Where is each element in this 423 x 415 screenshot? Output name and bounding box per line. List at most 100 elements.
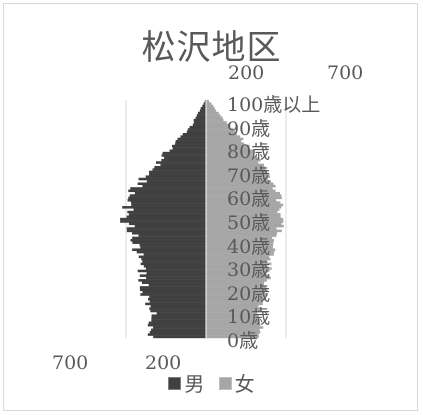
female-bar — [206, 321, 261, 325]
age-label: 20歳 — [227, 282, 271, 305]
male-bar — [139, 288, 206, 292]
female-bar — [206, 158, 261, 162]
male-bar — [195, 116, 206, 120]
male-bar — [139, 286, 206, 289]
male-bar — [149, 300, 206, 303]
male-bar — [143, 264, 206, 268]
legend-label-male: 男 — [184, 372, 205, 396]
male-bar — [149, 295, 206, 299]
male-bar — [133, 208, 206, 211]
male-bar — [139, 243, 206, 247]
male-bar — [203, 102, 206, 105]
female-bar — [206, 234, 277, 237]
male-bar — [128, 189, 206, 193]
male-bar — [143, 253, 206, 256]
male-bar — [134, 191, 206, 195]
male-bar — [127, 198, 206, 202]
male-bar — [146, 276, 206, 280]
female-bar — [206, 116, 223, 120]
female-bar — [206, 250, 275, 254]
female-bar — [206, 163, 264, 167]
male-bar — [126, 227, 206, 230]
female-bar — [206, 217, 284, 221]
male-bar — [161, 158, 206, 162]
male-bar — [138, 255, 206, 259]
male-bar — [141, 281, 206, 285]
female-bar — [206, 194, 282, 197]
male-bar — [120, 220, 206, 223]
female-bar — [206, 272, 267, 275]
male-bar — [192, 123, 206, 127]
male-bar — [189, 125, 206, 129]
female-bar — [206, 215, 281, 219]
female-bar — [206, 107, 215, 110]
male-bar — [127, 210, 206, 214]
male-bar — [132, 236, 206, 240]
female-bar — [206, 201, 281, 204]
age-label: 10歳 — [227, 306, 271, 329]
age-label: 40歳 — [227, 235, 271, 258]
male-bar — [193, 118, 206, 122]
female-bar — [206, 165, 265, 169]
age-label: 100歳以上 — [227, 94, 321, 117]
female-bar — [206, 170, 267, 174]
age-label: 90歳 — [227, 117, 271, 140]
male-bar — [204, 100, 206, 103]
female-bar — [206, 140, 242, 143]
age-label: 50歳 — [227, 212, 271, 234]
male-bar — [154, 165, 206, 169]
female-bar — [206, 243, 274, 247]
male-bar — [138, 279, 206, 282]
male-bar — [151, 316, 206, 320]
female-bar — [206, 286, 267, 289]
male-bar — [196, 114, 206, 117]
male-bar — [132, 241, 206, 244]
male-bar — [145, 267, 206, 270]
female-bar — [206, 168, 266, 171]
male-bar — [128, 222, 206, 226]
legend-label-female: 女 — [234, 372, 255, 396]
female-bar — [206, 147, 249, 150]
male-bar — [164, 156, 206, 160]
female-bar — [206, 111, 219, 115]
female-bar — [206, 297, 266, 301]
female-bar — [206, 142, 245, 145]
male-bar — [146, 180, 206, 183]
male-bar — [177, 137, 206, 141]
female-bar — [206, 293, 268, 296]
female-bar — [206, 241, 274, 244]
male-bar — [148, 283, 206, 287]
male-bar — [156, 161, 206, 164]
female-bar — [206, 161, 259, 164]
female-bar — [206, 227, 277, 230]
male-bar — [145, 175, 206, 178]
male-bar — [172, 144, 206, 148]
female-bar — [206, 144, 250, 148]
male-bar — [150, 305, 206, 308]
female-bar — [206, 283, 264, 287]
male-bar — [151, 328, 206, 332]
female-bar — [206, 208, 280, 211]
age-label: 70歳 — [227, 164, 271, 187]
male-bar — [134, 224, 206, 228]
male-bar — [153, 326, 206, 329]
female-bar — [206, 151, 254, 155]
female-bar — [206, 109, 217, 112]
age-label: 0歳 — [227, 329, 259, 352]
male-bar — [182, 132, 206, 136]
chart-title: 松沢地区 — [141, 28, 282, 68]
male-bar — [150, 309, 206, 313]
female-bar — [206, 121, 227, 124]
female-bar — [206, 335, 259, 339]
female-bar — [206, 236, 273, 240]
female-bar — [206, 305, 259, 308]
male-bar — [128, 213, 206, 216]
male-bar — [197, 111, 206, 115]
female-bar — [206, 269, 270, 273]
female-bar — [206, 156, 258, 160]
female-bar — [206, 274, 269, 277]
male-bar — [147, 333, 206, 336]
male-bar — [149, 330, 206, 334]
male-bar — [169, 149, 206, 153]
male-bar — [151, 319, 206, 322]
